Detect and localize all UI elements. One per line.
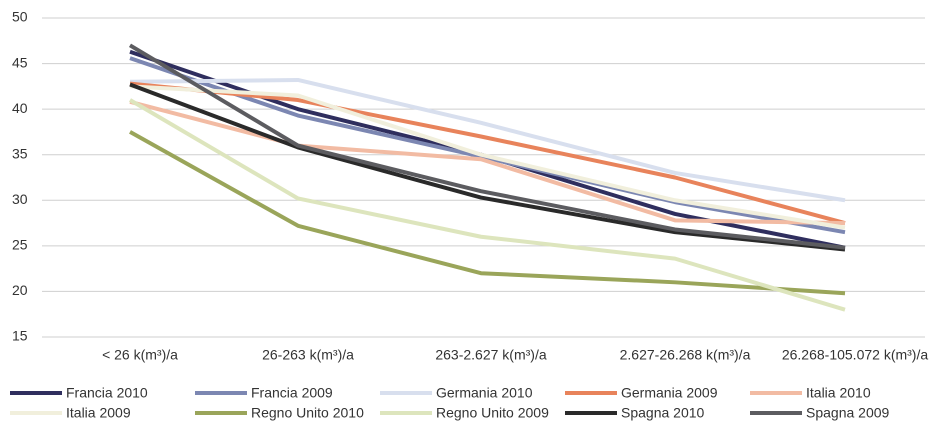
x-tick-label: 26.268-105.072 k(m³)/a <box>782 347 929 363</box>
legend-label: Francia 2009 <box>251 385 333 401</box>
y-tick-label: 30 <box>12 191 28 207</box>
series-line <box>129 56 846 235</box>
x-tick-label: < 26 k(m³)/a <box>102 347 178 363</box>
series-line <box>129 82 846 252</box>
legend-label: Spagna 2010 <box>621 405 705 421</box>
y-tick-label: 20 <box>12 282 28 298</box>
y-tick-label: 25 <box>12 237 28 253</box>
series-line <box>129 77 846 203</box>
x-tick-label: 26-263 k(m³)/a <box>262 347 354 363</box>
series-line <box>128 98 846 312</box>
legend-label: Italia 2010 <box>806 385 871 401</box>
y-tick-label: 45 <box>12 54 28 70</box>
legend-label: Regno Unito 2009 <box>436 405 549 421</box>
series-line <box>129 99 846 226</box>
x-tick-label: 263-2.627 k(m³)/a <box>435 347 546 363</box>
legend-label: Germania 2010 <box>436 385 533 401</box>
series-line <box>128 43 846 250</box>
series-line <box>129 84 846 230</box>
y-tick-label: 15 <box>12 328 28 344</box>
legend-label: Regno Unito 2010 <box>251 405 364 421</box>
y-tick-label: 40 <box>12 100 28 116</box>
series-line <box>129 130 846 296</box>
x-tick-label: 2.627-26.268 k(m³)/a <box>620 347 751 363</box>
y-tick-label: 35 <box>12 145 28 161</box>
legend-label: Italia 2009 <box>66 405 131 421</box>
legend-label: Germania 2009 <box>621 385 718 401</box>
series-line <box>129 81 846 226</box>
legend-label: Spagna 2009 <box>806 405 890 421</box>
legend-label: Francia 2010 <box>66 385 148 401</box>
y-tick-label: 50 <box>12 9 28 25</box>
